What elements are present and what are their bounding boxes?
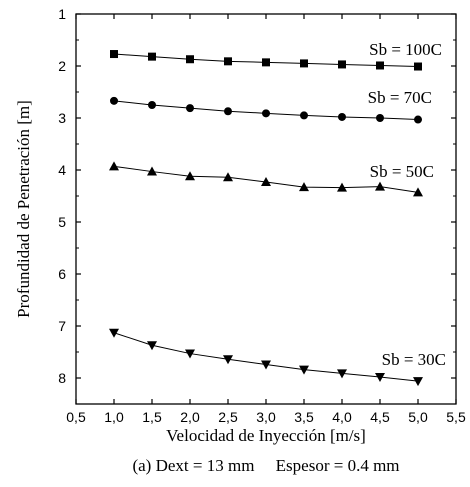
data-point bbox=[299, 365, 309, 375]
y-tick-label: 5 bbox=[58, 214, 66, 230]
data-point bbox=[186, 55, 194, 64]
data-point bbox=[300, 111, 308, 120]
data-point bbox=[148, 101, 156, 109]
data-point bbox=[300, 59, 308, 68]
x-tick-label: 4,5 bbox=[370, 409, 390, 425]
x-tick-label: 5,5 bbox=[446, 409, 466, 425]
x-tick-label: 3,5 bbox=[294, 409, 314, 425]
data-point bbox=[185, 171, 195, 181]
data-point bbox=[376, 114, 384, 122]
y-tick-label: 1 bbox=[58, 6, 66, 22]
data-point bbox=[223, 172, 233, 182]
series-label: Sb = 70C bbox=[368, 88, 432, 107]
data-point bbox=[110, 96, 118, 105]
series-sb-100c: Sb = 100C bbox=[110, 40, 442, 71]
data-point bbox=[224, 57, 232, 66]
data-point bbox=[413, 377, 423, 387]
data-point bbox=[337, 182, 347, 192]
data-point bbox=[109, 161, 119, 171]
data-point bbox=[299, 182, 309, 192]
data-point bbox=[224, 107, 232, 116]
y-tick-label: 8 bbox=[58, 370, 66, 386]
series-line bbox=[113, 332, 419, 382]
y-tick-label: 7 bbox=[58, 318, 66, 334]
data-point bbox=[186, 104, 194, 113]
ticks-layer: 0,5 1,0 1,5 2,0 2,5 3,0 3,5 4,0 4,5 5,0 5,5 1 2 3 4 5 6 7… bbox=[58, 6, 466, 425]
data-point bbox=[147, 166, 157, 176]
y-tick-label: 2 bbox=[58, 58, 66, 74]
x-tick-label: 2,5 bbox=[218, 409, 238, 425]
data-point bbox=[338, 112, 346, 121]
series-label: Sb = 100C bbox=[369, 40, 442, 59]
y-tick-label: 4 bbox=[58, 162, 66, 178]
figure-caption: (a) Dext = 13 mm Espesor = 0.4 mm bbox=[132, 456, 399, 475]
data-point bbox=[261, 176, 271, 186]
x-tick-label: 4,0 bbox=[332, 409, 352, 425]
series-sb-50c: Sb = 50C bbox=[109, 161, 434, 197]
data-point bbox=[375, 372, 385, 382]
data-point bbox=[262, 109, 270, 118]
series-sb-30c: Sb = 30C bbox=[109, 328, 446, 387]
data-point bbox=[261, 360, 271, 370]
data-point bbox=[376, 61, 384, 70]
data-point bbox=[110, 50, 118, 59]
data-point bbox=[262, 58, 270, 67]
series-sb-70c: Sb = 70C bbox=[110, 88, 432, 124]
series-label: Sb = 30C bbox=[382, 350, 446, 369]
x-axis-title: Velocidad de Inyección [m/s] bbox=[166, 426, 366, 445]
plot-frame bbox=[75, 13, 457, 405]
x-tick-label: 3,0 bbox=[256, 409, 276, 425]
data-point bbox=[414, 62, 422, 71]
x-tick-label: 2,0 bbox=[180, 409, 200, 425]
data-point bbox=[338, 60, 346, 69]
data-point bbox=[109, 328, 119, 338]
x-tick-label: 1,5 bbox=[142, 409, 162, 425]
data-point bbox=[375, 181, 385, 191]
y-axis-title: Profundidad de Penetración [m] bbox=[14, 100, 33, 318]
x-tick-label: 0,5 bbox=[66, 409, 86, 425]
data-point bbox=[414, 115, 422, 124]
x-tick-label: 5,0 bbox=[408, 409, 428, 425]
y-tick-label: 3 bbox=[58, 110, 66, 126]
y-tick-label: 6 bbox=[58, 266, 66, 282]
data-point bbox=[185, 349, 195, 359]
data-point bbox=[147, 341, 157, 351]
data-point bbox=[223, 355, 233, 365]
x-tick-label: 1,0 bbox=[104, 409, 124, 425]
data-point bbox=[148, 52, 156, 61]
series-layer: Sb = 100C Sb = 70C Sb = 50C Sb = 30C bbox=[109, 40, 446, 387]
data-point bbox=[413, 187, 423, 197]
series-label: Sb = 50C bbox=[370, 162, 434, 181]
data-point bbox=[337, 369, 347, 379]
